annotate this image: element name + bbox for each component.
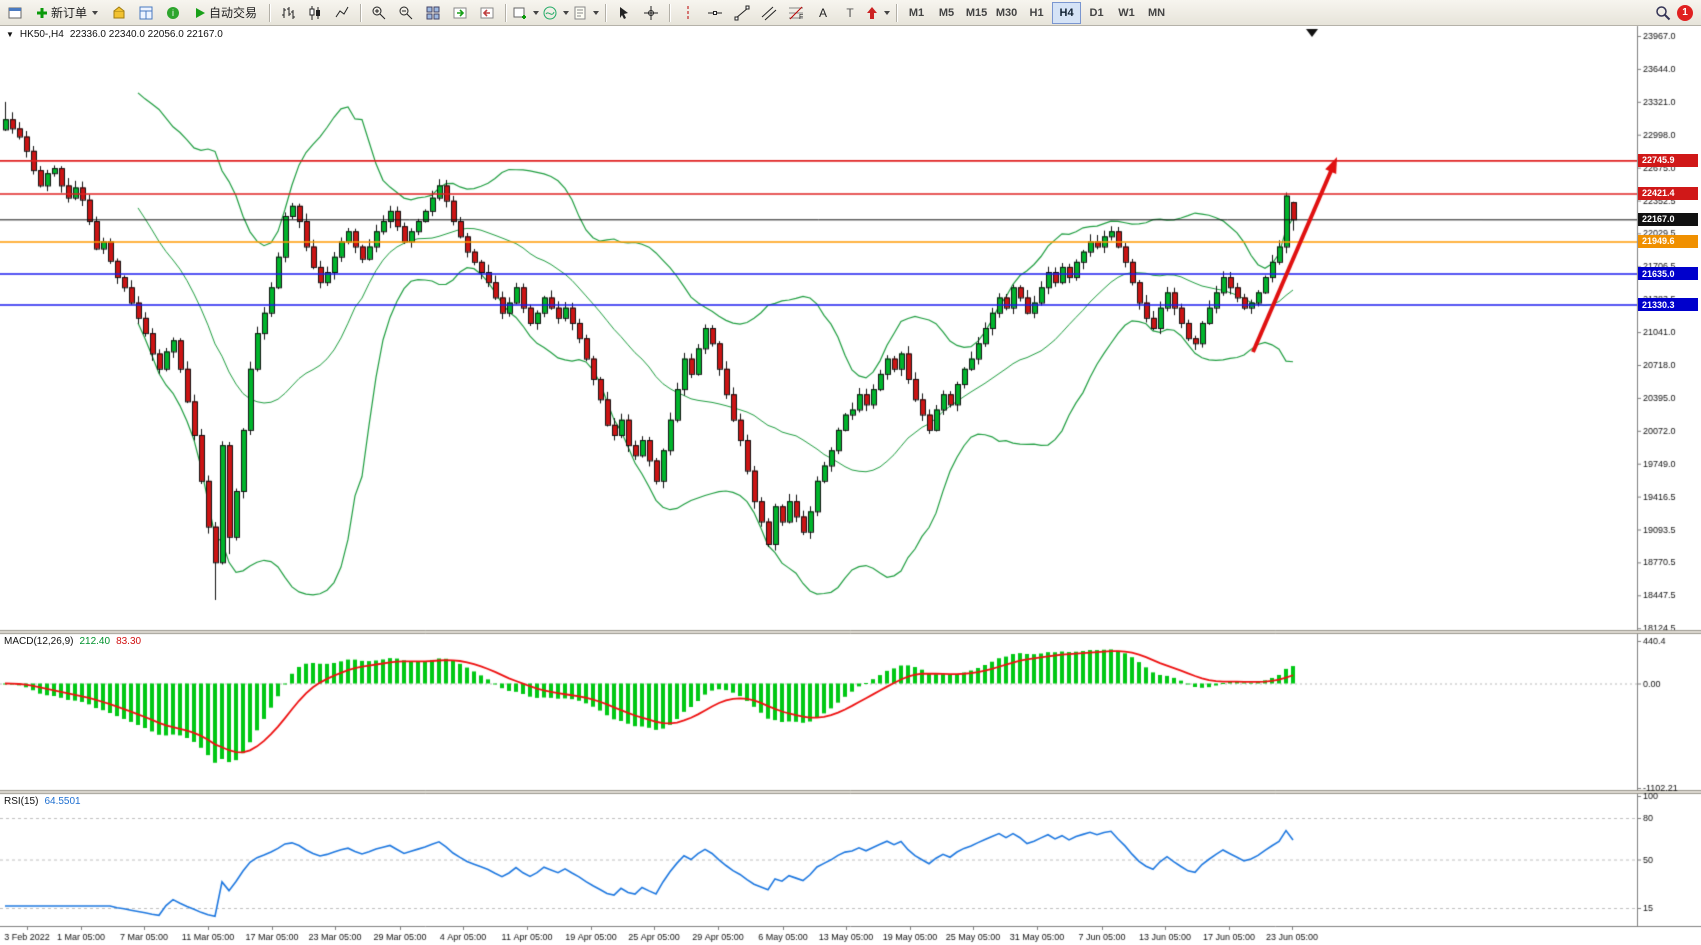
chevron-down-icon [563,10,570,15]
timeframe-m15-button[interactable]: M15 [965,6,988,19]
line-chart-button[interactable] [329,1,355,25]
chevron-down-icon [533,10,540,15]
search-icon [1656,5,1671,20]
bar-chart-button[interactable] [275,1,301,25]
notification-badge[interactable]: 1 [1677,4,1693,21]
market-watch-icon [113,5,125,18]
auto-trading-button[interactable]: 自动交易 [187,1,264,25]
trendline-icon [734,5,750,20]
equidistant-channel-icon [761,6,777,20]
timeframe-h1-button[interactable]: H1 [1029,6,1044,19]
new-order-button[interactable]: 新订单 [29,1,105,25]
toolbar-separator [269,3,271,22]
text-icon: A [819,6,827,20]
cursor-icon [620,6,629,19]
text-button[interactable]: A [810,1,836,25]
toolbar-separator [669,3,671,22]
main-toolbar: 新订单 i 自动交易 [0,0,1701,26]
chart-window-icon [8,7,22,18]
zoom-in-button[interactable] [366,1,392,25]
timeframe-m5-button[interactable]: M5 [938,6,955,19]
text-label-button[interactable]: T [837,1,863,25]
cursor-button[interactable] [611,1,637,25]
templates-icon [574,6,586,19]
new-chart-button[interactable] [511,1,540,25]
chevron-down-icon [593,10,600,15]
arrows-button[interactable] [864,1,891,25]
tile-windows-icon [426,6,440,19]
indicators-icon [543,6,557,19]
new-chart-icon [513,7,527,19]
svg-text:T: T [846,6,854,20]
auto-scroll-icon [453,7,467,18]
horizontal-line-button[interactable] [702,1,728,25]
bar-chart-icon [282,6,296,19]
timeframe-m1-button[interactable]: M1 [908,6,925,19]
timeframe-m30-button[interactable]: M30 [995,6,1018,19]
data-window-button[interactable] [133,1,159,25]
fibonacci-icon: F [789,6,803,21]
timeframe-mn-button[interactable]: MN [1147,6,1166,19]
trendline-button[interactable] [729,1,755,25]
search-button[interactable] [1650,1,1676,25]
toolbar-separator [605,3,607,22]
toolbar-separator [896,3,898,22]
chevron-down-icon [92,10,99,15]
auto-scroll-button[interactable] [447,1,473,25]
chart-window-button[interactable] [2,1,28,25]
chevron-down-icon [884,10,891,15]
svg-text:i: i [172,8,174,18]
crosshair-icon [644,5,659,20]
svg-text:A: A [819,6,827,20]
svg-text:F: F [799,14,803,21]
text-label-icon: T [846,6,854,20]
timeframe-w1-button[interactable]: W1 [1118,6,1135,19]
toolbar-separator [505,3,507,22]
play-icon [196,7,206,18]
tile-windows-button[interactable] [420,1,446,25]
equidistant-channel-button[interactable] [756,1,782,25]
candlestick-chart-icon [309,5,321,20]
toolbar-separator [360,3,362,22]
templates-button[interactable] [571,1,600,25]
navigator-icon: i [167,6,180,19]
chart-shift-button[interactable] [474,1,500,25]
chart-shift-icon [480,7,494,18]
new-order-label: 新订单 [51,6,88,20]
line-chart-icon [335,6,349,17]
vertical-line-button[interactable] [675,1,701,25]
plus-icon [37,7,47,18]
timeframe-d1-button[interactable]: D1 [1089,6,1104,19]
arrow-up-icon [867,6,878,19]
zoom-out-button[interactable] [393,1,419,25]
navigator-button[interactable]: i [160,1,186,25]
horizontal-line-icon [708,10,723,15]
candlestick-chart-button[interactable] [302,1,328,25]
vertical-line-icon [687,5,689,20]
indicators-button[interactable] [541,1,570,25]
zoom-out-icon [399,6,413,19]
zoom-in-icon [372,6,386,19]
fibonacci-button[interactable]: F [783,1,809,25]
auto-trading-label: 自动交易 [209,6,258,20]
data-window-icon [139,6,153,19]
timeframe-h4-button[interactable]: H4 [1052,1,1082,24]
crosshair-button[interactable] [638,1,664,25]
market-watch-button[interactable] [106,1,132,25]
